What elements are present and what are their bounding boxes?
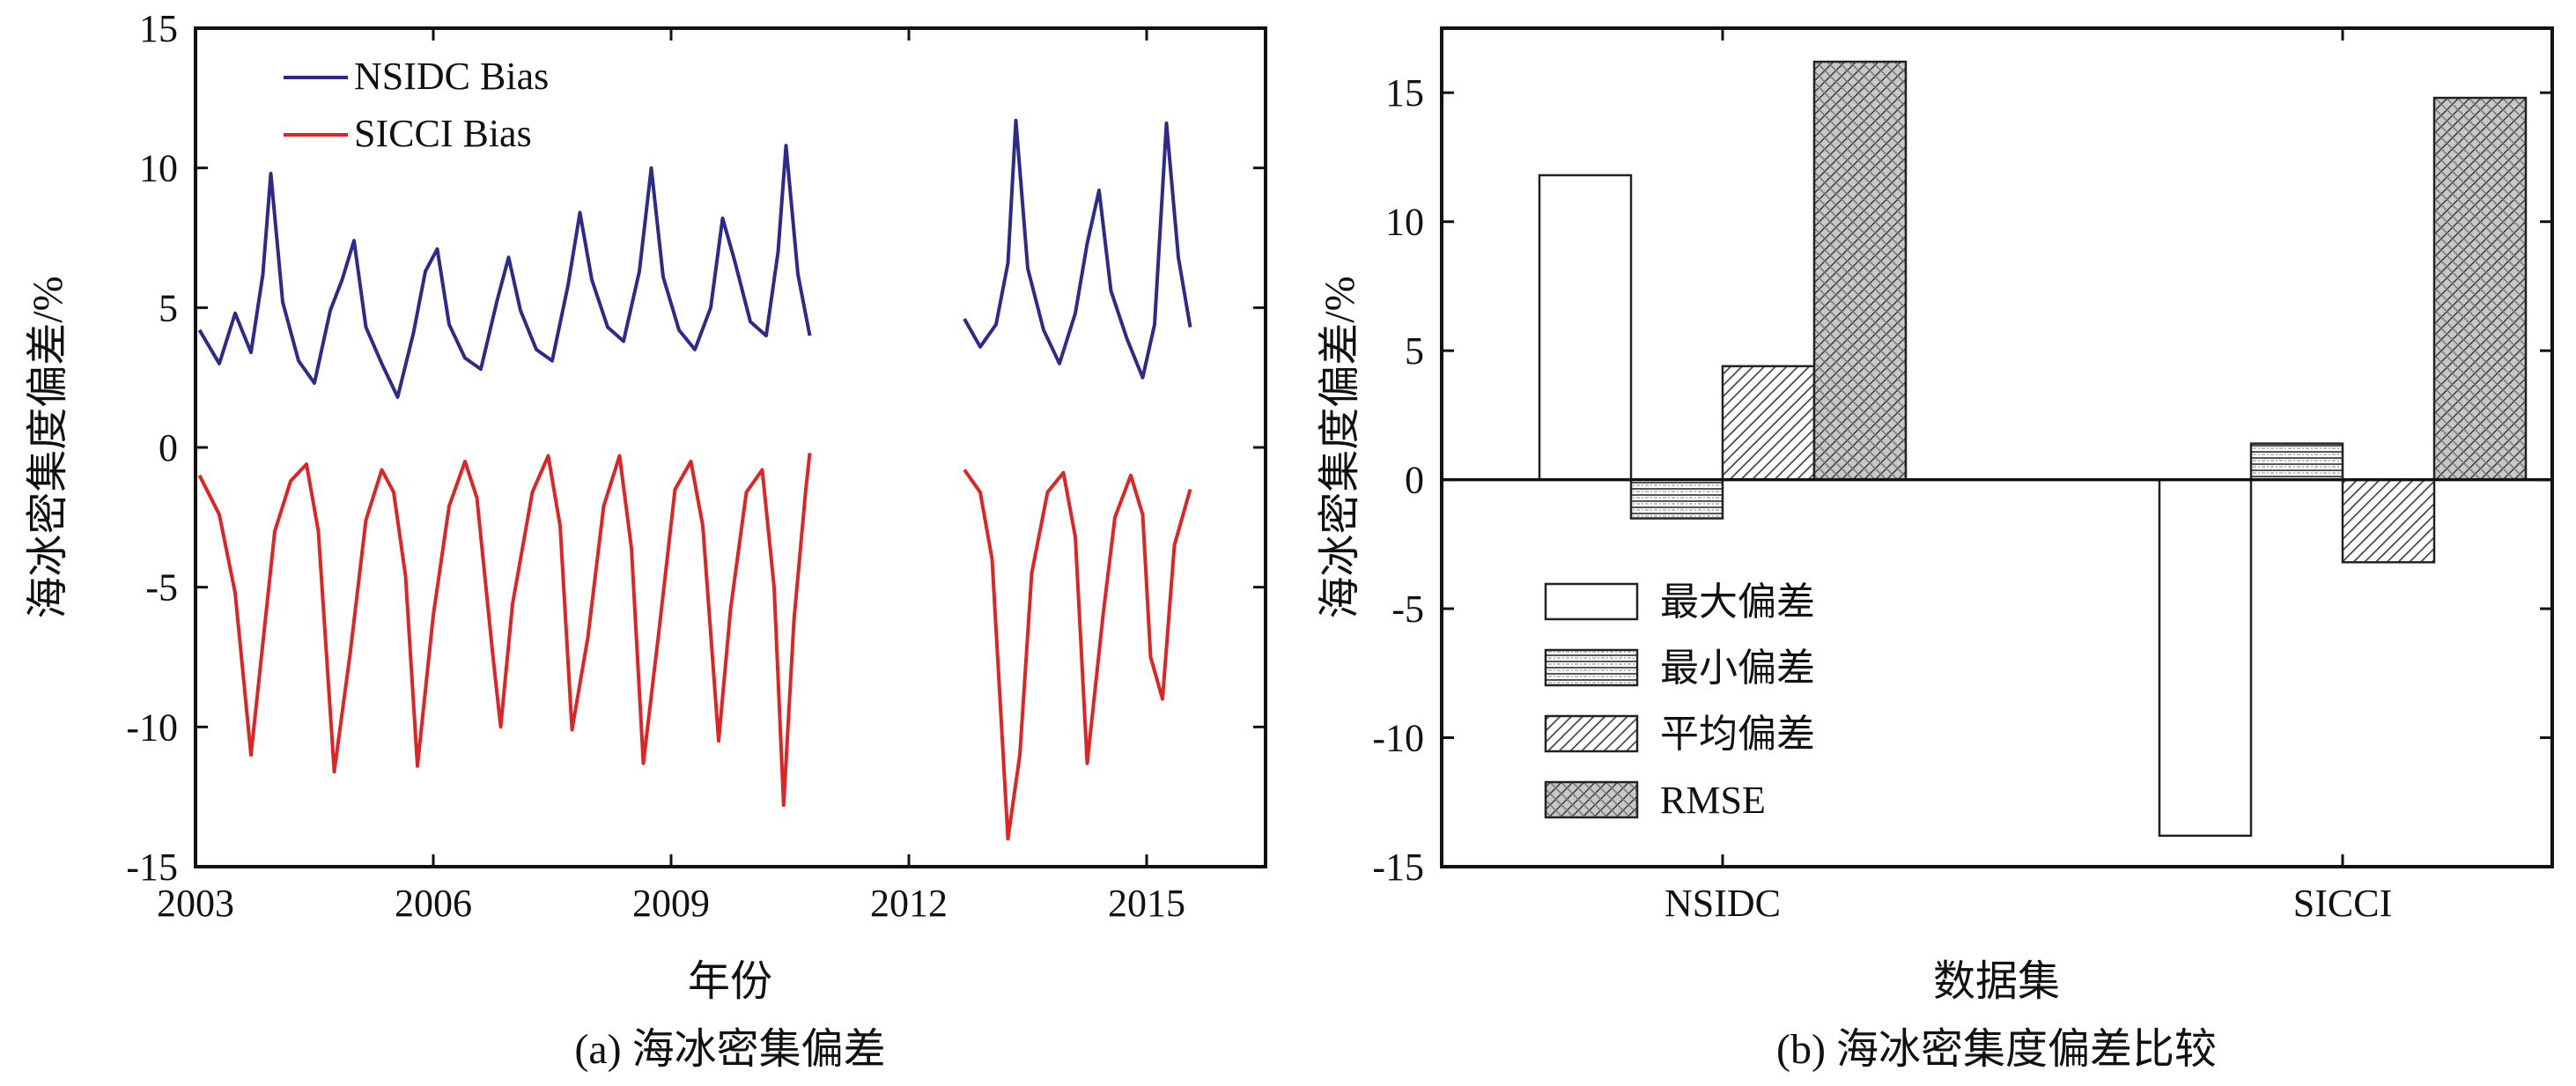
panel-b-frame xyxy=(1440,26,2554,868)
x-tick-label: 2009 xyxy=(632,882,710,925)
panel-a-xlabel: 年份 xyxy=(688,958,772,1005)
panel-b-ylabel: 海冰密集度偏差/% xyxy=(1317,276,1363,618)
series-line-1 xyxy=(197,453,1192,841)
x-tick-label: 2012 xyxy=(870,882,948,925)
x-tick-label: SICCI xyxy=(2293,882,2392,925)
panel-b-bars xyxy=(1538,60,2528,838)
bar-nsidc-0 xyxy=(1538,174,1633,481)
x-tick-label: 2015 xyxy=(1108,882,1185,925)
legend-swatch-3 xyxy=(1544,780,1639,819)
y-tick-label: 15 xyxy=(1385,71,1424,115)
bar-nsidc-2 xyxy=(1721,365,1816,481)
bar-sicci-2 xyxy=(2341,478,2436,564)
bar-nsidc-3 xyxy=(1812,60,1908,481)
panel-a: 15 10 5 0 -5 -10 -15 2003 2006 2009 2012 2015 NSID… xyxy=(25,7,1267,1073)
panel-b-xticks: NSIDC SICCI xyxy=(1664,28,2392,925)
y-tick-label: 15 xyxy=(139,7,178,50)
bar-sicci-0 xyxy=(2158,478,2253,838)
legend-swatch-2 xyxy=(1544,714,1639,753)
y-tick-label: -10 xyxy=(126,706,178,749)
y-tick-label: 0 xyxy=(1405,459,1424,502)
x-tick-label: NSIDC xyxy=(1664,882,1781,925)
legend-swatch-0 xyxy=(1544,582,1639,621)
bar-nsidc-1 xyxy=(1629,478,1724,520)
panel-a-series xyxy=(197,118,1192,841)
bar-sicci-1 xyxy=(2249,442,2344,481)
legend-label-2: 平均偏差 xyxy=(1660,713,1815,756)
legend-label-nsidc: NSIDC Bias xyxy=(354,55,549,98)
y-tick-label: -5 xyxy=(145,566,178,609)
y-tick-label: 0 xyxy=(159,426,178,469)
y-tick-label: 5 xyxy=(159,286,178,329)
bar-sicci-3 xyxy=(2432,96,2528,481)
legend-label-1: 最小偏差 xyxy=(1660,646,1815,690)
y-tick-label: 5 xyxy=(1405,329,1424,373)
panel-a-frame xyxy=(194,26,1267,868)
legend-swatch-1 xyxy=(1544,648,1639,687)
y-tick-label: 10 xyxy=(139,147,178,190)
panel-b-xlabel: 数据集 xyxy=(1933,958,2060,1005)
y-tick-label: -10 xyxy=(1372,717,1424,760)
legend-label-sicci: SICCI Bias xyxy=(354,112,532,155)
legend-label-3: RMSE xyxy=(1660,779,1766,822)
panel-b-caption: (b) 海冰密集度偏差比较 xyxy=(1776,1026,2217,1073)
panel-a-xticks: 2003 2006 2009 2012 2015 xyxy=(157,28,1185,925)
panel-a-yticks: 15 10 5 0 -5 -10 -15 xyxy=(126,7,1266,889)
panel-a-legend: NSIDC Bias SICCI Bias xyxy=(284,55,549,155)
series-line-0 xyxy=(197,118,1192,399)
y-tick-label: -15 xyxy=(126,846,178,889)
y-tick-label: 10 xyxy=(1385,201,1424,244)
panel-a-ylabel: 海冰密集度偏差/% xyxy=(25,276,71,618)
x-tick-label: 2006 xyxy=(395,882,472,925)
legend-label-0: 最大偏差 xyxy=(1660,580,1815,624)
y-tick-label: -5 xyxy=(1391,587,1424,631)
panel-a-caption: (a) 海冰密集偏差 xyxy=(574,1026,885,1073)
y-tick-label: -15 xyxy=(1372,846,1424,889)
panel-b-yticks: 15 10 5 0 -5 -10 -15 xyxy=(1372,71,2552,889)
x-tick-label: 2003 xyxy=(157,882,234,925)
